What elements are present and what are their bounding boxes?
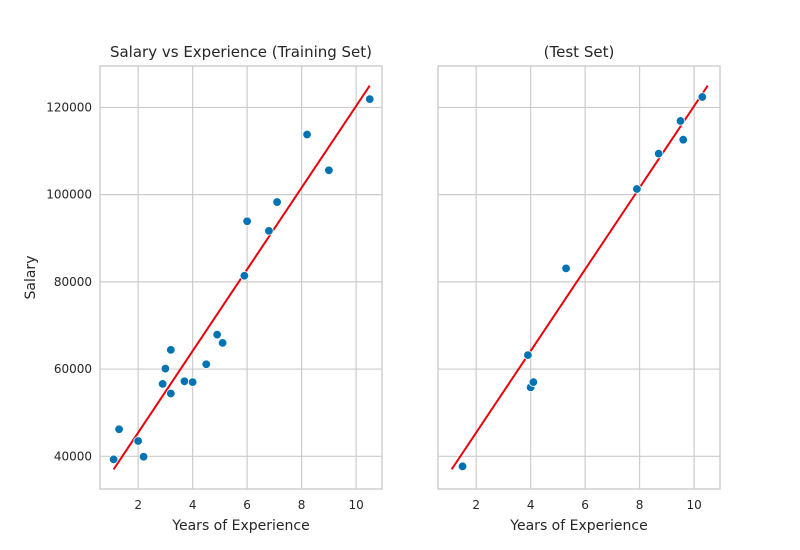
y-axis-label: Salary (23, 256, 39, 300)
x-tick-label: 8 (298, 498, 306, 512)
data-point (653, 148, 664, 159)
data-point (561, 263, 571, 274)
data-point (166, 345, 176, 355)
x-tick-label: 2 (134, 498, 142, 512)
data-point (138, 452, 149, 462)
data-point (457, 461, 468, 472)
data-point (697, 92, 707, 102)
data-point (272, 197, 282, 207)
chart-title: (Test Set) (544, 43, 615, 61)
x-axis-label: Years of Experience (171, 518, 309, 534)
y-tick-label: 100000 (46, 188, 92, 202)
data-point (108, 454, 119, 465)
y-tick-label: 60000 (54, 362, 92, 376)
x-tick-label: 10 (348, 498, 363, 512)
data-point (523, 350, 533, 360)
chart-panel-2: 2 4 6 8 10 (Test Set) Years of Experience (437, 43, 721, 534)
data-point (242, 216, 252, 226)
data-point (179, 376, 190, 386)
y-tick-label: 120000 (46, 100, 92, 114)
data-point (157, 379, 168, 389)
y-tick-label: 80000 (54, 275, 92, 289)
data-point (133, 436, 143, 446)
chart-title: Salary vs Experience (Training Set) (110, 43, 372, 61)
data-point (201, 359, 211, 369)
data-point (302, 129, 312, 140)
data-point (675, 116, 686, 126)
data-point (160, 363, 171, 374)
data-point (166, 388, 176, 399)
x-tick-label: 2 (472, 498, 480, 512)
chart-panel-1: 2 4 6 8 10 40000 60000 80000 100000 120000 Salary … (23, 43, 383, 534)
data-point (239, 271, 250, 281)
x-tick-label: 6 (581, 498, 589, 512)
x-axis-label: Years of Experience (509, 518, 647, 534)
data-point (324, 165, 334, 175)
data-point (114, 424, 124, 434)
data-point (212, 329, 222, 340)
data-point (187, 377, 198, 387)
x-tick-label: 6 (243, 498, 251, 512)
x-tick-label: 8 (636, 498, 644, 512)
x-tick-label: 4 (527, 498, 535, 512)
plot-frame (437, 65, 721, 490)
y-tick-label: 40000 (54, 449, 92, 463)
x-tick-label: 4 (189, 498, 197, 512)
data-point (678, 134, 688, 145)
data-point (217, 338, 228, 348)
data-point (365, 94, 375, 104)
x-tick-label: 10 (686, 498, 701, 512)
data-point (264, 226, 274, 236)
data-point (632, 184, 642, 194)
regression-line (450, 85, 709, 470)
data-point (528, 377, 539, 387)
plot-frame (99, 65, 383, 490)
